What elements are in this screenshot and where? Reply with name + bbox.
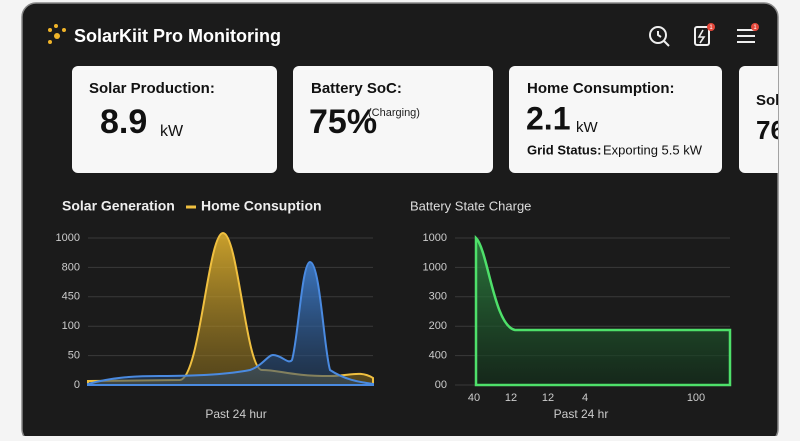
content: SolarKiit Pro Monitoring 1 1 Solar Produ…	[48, 23, 785, 421]
app-title: SolarKiit Pro Monitoring	[74, 26, 281, 46]
card-value: 2.1	[526, 100, 570, 136]
x-tick-label: 4	[582, 392, 588, 404]
card-label: Battery SoC:	[311, 80, 402, 97]
card: Battery SoC: 75% (Charging)	[293, 66, 493, 173]
y-tick-label: 1000	[423, 261, 447, 273]
card: Sol 76	[739, 66, 785, 173]
y-tick-label: 0	[74, 379, 80, 391]
logo	[48, 24, 66, 44]
y-tick-label: 450	[62, 291, 80, 303]
y-tick-label: 1000	[56, 232, 80, 244]
y-tick-label: 300	[429, 291, 447, 303]
card: Home Consumption: 2.1 kW Grid Status: Ex…	[509, 66, 722, 173]
card-unit: kW	[160, 123, 184, 140]
card-label: Solar Production:	[89, 80, 215, 97]
x-axis-label: Past 24 hr	[554, 407, 609, 421]
battery-curve	[474, 234, 732, 387]
y-tick-label: 100	[62, 320, 80, 332]
card-unit: kW	[576, 119, 599, 136]
card-label: Home Consumption:	[527, 80, 675, 97]
y-tick-label: 200	[429, 320, 447, 332]
x-axis-label: Past 24 hur	[205, 407, 266, 421]
card-note: (Charging)	[368, 107, 420, 119]
x-tick-label: 12	[505, 392, 517, 404]
y-tick-label: 800	[62, 261, 80, 273]
card-label: Sol	[756, 92, 779, 109]
chart-title: Solar Generation	[62, 198, 175, 214]
search-icon[interactable]	[649, 26, 670, 47]
card-extra-label: Grid Status:	[527, 142, 601, 157]
card-value: 8.9	[100, 103, 147, 141]
card-extra-value: Exporting 5.5 kW	[603, 142, 703, 157]
consumption-curve	[87, 260, 374, 386]
battery-icon[interactable]: 1	[694, 23, 715, 46]
legend-label: Home Consuption	[201, 198, 322, 214]
menu-icon[interactable]: 1	[737, 23, 759, 43]
badge: 1	[709, 25, 713, 31]
badge: 1	[753, 25, 757, 31]
x-tick-label: 40	[468, 392, 480, 404]
chart-title: Battery State Charge	[410, 198, 531, 213]
y-tick-label: 50	[68, 350, 80, 362]
solar-curve	[87, 231, 374, 386]
card-value: 75%	[309, 103, 377, 141]
card-value: 76	[756, 115, 785, 145]
y-tick-label: 00	[435, 379, 447, 391]
card: Solar Production: 8.9 kW	[72, 66, 277, 173]
y-tick-label: 400	[429, 350, 447, 362]
x-tick-label: 100	[687, 392, 705, 404]
y-tick-label: 1000	[423, 232, 447, 244]
x-tick-label: 12	[542, 392, 554, 404]
